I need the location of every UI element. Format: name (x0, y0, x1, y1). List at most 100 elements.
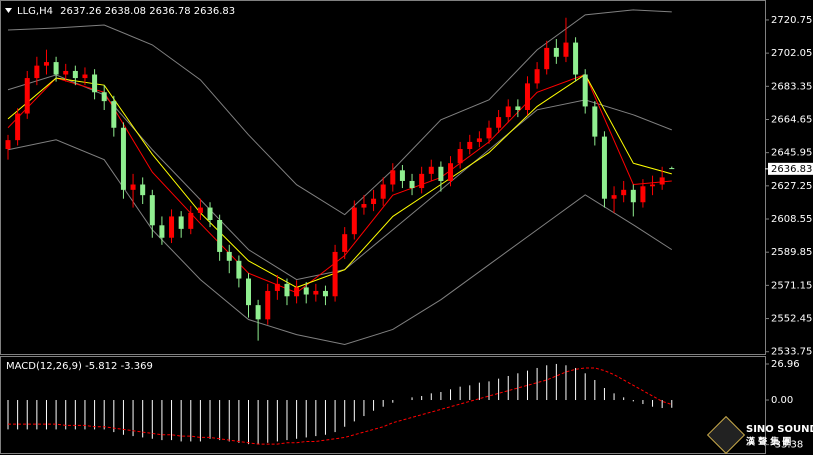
candle-body (217, 219, 223, 252)
candle-body (371, 198, 377, 205)
candle-body (246, 278, 251, 306)
y-tick-label: 2720.75 (771, 15, 812, 26)
candle-body (34, 65, 40, 79)
indicator-line (7, 9, 672, 216)
candle-body (120, 127, 126, 190)
candle-body (82, 74, 88, 79)
candle-body (399, 170, 405, 181)
y-tick-label: 2645.95 (771, 148, 812, 159)
candle-body (390, 170, 396, 185)
high-value: 2638.08 (105, 6, 146, 17)
candle-body (621, 189, 627, 196)
menu-arrow[interactable] (5, 8, 12, 13)
macd-signal-value: -3.369 (121, 361, 153, 372)
candle-body (111, 101, 117, 128)
candle-body (140, 184, 146, 196)
candle-body (611, 195, 617, 199)
y-tick-label: 2702.05 (771, 48, 812, 59)
candle-body (178, 216, 184, 229)
candle-body (361, 204, 367, 208)
candle-body (380, 184, 386, 199)
close-value: 2636.83 (194, 6, 235, 17)
candle-body (592, 106, 598, 137)
candle-body (553, 47, 559, 57)
macd-panel-frame (0, 356, 766, 454)
candle-body (640, 186, 646, 203)
indicator-line (7, 139, 673, 346)
candle-body (650, 184, 656, 187)
symbol: LLG,H4 (17, 6, 53, 17)
candle-body (236, 260, 242, 279)
candle-body (53, 62, 59, 75)
candle-body (63, 70, 69, 75)
y-tick-label: 2533.75 (771, 347, 812, 358)
candle-body (92, 74, 98, 93)
candle-body (207, 207, 213, 220)
candle-body (255, 305, 261, 320)
y-tick-label: -33.38 (771, 440, 803, 451)
y-tick-label: 2683.35 (771, 81, 812, 92)
candle-body (274, 283, 280, 291)
candle-body (486, 127, 492, 139)
candle-body (265, 290, 271, 320)
candle-body (419, 173, 425, 189)
candle-body (351, 207, 357, 235)
candle-body (563, 42, 569, 57)
main-panel-frame (0, 0, 766, 355)
logo-subtitle: 漢 聲 集 團 (746, 436, 791, 448)
macd-header: MACD(12,26,9) -5.812 -3.369 (6, 361, 153, 372)
y-tick-label: 2608.55 (771, 214, 812, 225)
candle-body (630, 189, 636, 203)
candle-body (226, 251, 232, 261)
candle-body (409, 180, 415, 189)
open-value: 2637.26 (60, 6, 101, 17)
candle-body (448, 163, 454, 181)
candle-body (467, 141, 473, 150)
logo-name: SINO SOUND (746, 424, 813, 435)
y-tick-label: 2664.65 (771, 114, 812, 125)
candle-body (476, 138, 482, 142)
candle-body (169, 216, 175, 238)
candle-body (428, 166, 434, 174)
candle-body (159, 225, 165, 238)
candle-body (524, 83, 530, 110)
logo: SINO SOUND 漢 聲 集 團 (706, 415, 813, 455)
candle-body (601, 136, 607, 199)
candle-body (544, 47, 550, 70)
candle-body (659, 177, 665, 185)
y-tick-label: 2571.15 (771, 280, 812, 291)
y-tick-label: 2627.25 (771, 181, 812, 192)
macd-main-value: -5.812 (85, 361, 117, 372)
symbol-header: LLG,H4 2637.26 2638.08 2636.78 2636.83 (17, 6, 235, 17)
candle-body (284, 283, 290, 297)
y-tick-label: 0.00 (771, 395, 793, 406)
logo-icon (706, 415, 746, 455)
y-tick-label: 2589.85 (771, 247, 812, 258)
candle-body (197, 207, 203, 213)
candle-body (149, 195, 155, 226)
candle-body (457, 149, 463, 164)
macd-title: MACD(12,26,9) (6, 361, 82, 372)
candle-body (188, 212, 194, 229)
price-label-box (768, 162, 813, 175)
candle-body (130, 184, 136, 190)
candle-body (43, 62, 49, 66)
candle-body (496, 117, 502, 128)
signal-line (8, 367, 672, 445)
candle-body (505, 106, 511, 118)
candle-body (669, 168, 675, 170)
candle-body (101, 92, 107, 102)
candle-body (534, 69, 540, 84)
low-value: 2636.78 (149, 6, 190, 17)
candle-body (582, 74, 588, 107)
candle-body (5, 140, 11, 150)
candle-body (303, 287, 309, 295)
candle-body (15, 113, 21, 141)
y-tick-label: 2552.45 (771, 314, 812, 325)
candle-body (72, 70, 78, 79)
candle-body (573, 42, 579, 75)
candle-body (332, 251, 338, 297)
candle-body (438, 166, 444, 181)
